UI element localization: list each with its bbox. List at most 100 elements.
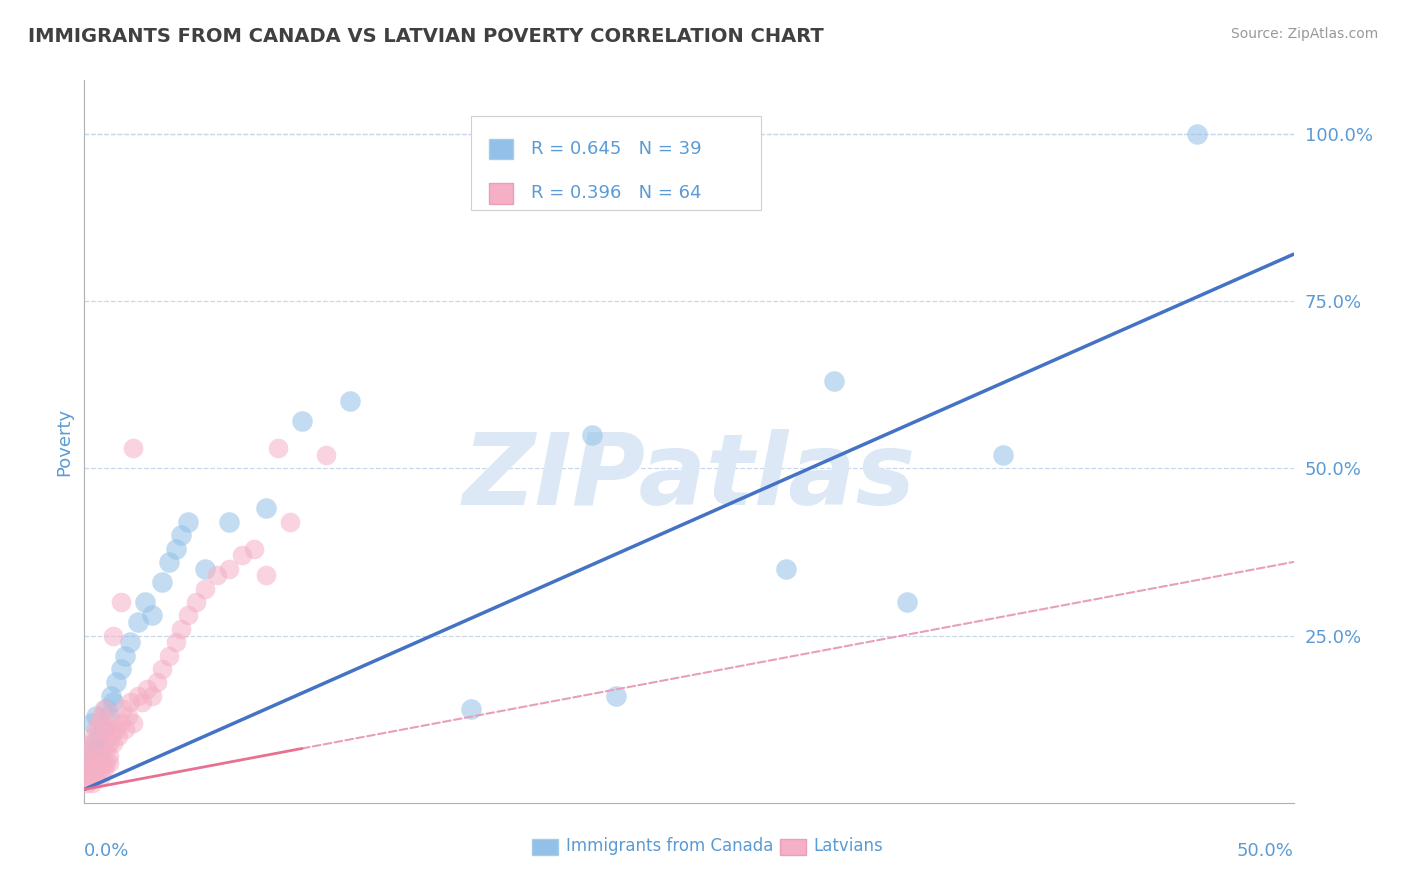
Point [267, 442, 290, 455]
Point [194, 562, 217, 576]
Text: Latvians: Latvians [814, 838, 883, 855]
Point [76, 756, 98, 770]
Point [80, 756, 103, 770]
Point [86, 749, 108, 764]
Point [107, 729, 129, 743]
Point [605, 689, 627, 703]
Point [218, 562, 240, 576]
Point [460, 702, 482, 716]
Point [103, 628, 125, 642]
Point [97, 756, 120, 770]
Point [127, 689, 149, 703]
Point [184, 595, 207, 609]
Point [90, 708, 112, 723]
Point [77, 762, 100, 776]
Point [93, 756, 115, 770]
Point [993, 448, 1015, 462]
FancyBboxPatch shape [780, 838, 806, 855]
Point [93, 723, 115, 737]
Point [127, 615, 149, 630]
Point [157, 648, 180, 663]
Point [339, 394, 361, 409]
Point [170, 622, 193, 636]
Point [581, 427, 603, 442]
Point [80, 776, 103, 790]
Point [134, 595, 156, 609]
Point [103, 696, 125, 710]
Point [170, 528, 193, 542]
Point [77, 742, 100, 756]
Point [87, 715, 110, 730]
Point [93, 762, 115, 776]
Point [823, 375, 845, 389]
Point [76, 769, 98, 783]
Point [87, 756, 110, 770]
Point [100, 689, 122, 703]
Point [110, 715, 132, 730]
Point [83, 735, 105, 749]
Point [150, 575, 173, 590]
Point [291, 414, 314, 429]
Text: IMMIGRANTS FROM CANADA VS LATVIAN POVERTY CORRELATION CHART: IMMIGRANTS FROM CANADA VS LATVIAN POVERT… [28, 27, 824, 45]
Point [120, 696, 142, 710]
Point [77, 762, 100, 776]
Point [83, 762, 105, 776]
Point [114, 648, 136, 663]
Text: Immigrants from Canada: Immigrants from Canada [565, 838, 773, 855]
Point [141, 689, 163, 703]
Point [231, 548, 253, 563]
Point [1185, 127, 1208, 141]
Point [157, 555, 180, 569]
Point [177, 608, 200, 623]
Point [86, 708, 108, 723]
Point [87, 729, 110, 743]
Point [117, 708, 139, 723]
Y-axis label: Poverty: Poverty [55, 408, 73, 475]
Point [100, 729, 122, 743]
Point [254, 568, 277, 582]
Point [207, 568, 229, 582]
Point [97, 749, 120, 764]
Point [150, 662, 173, 676]
Point [87, 762, 110, 776]
Point [76, 749, 98, 764]
Point [94, 756, 117, 770]
Text: Source: ZipAtlas.com: Source: ZipAtlas.com [1230, 27, 1378, 41]
Point [165, 541, 187, 556]
Point [80, 742, 103, 756]
Point [104, 723, 127, 737]
Point [146, 675, 169, 690]
Point [86, 723, 108, 737]
Point [121, 715, 143, 730]
Point [97, 735, 120, 749]
Point [90, 742, 112, 756]
Text: R = 0.396   N = 64: R = 0.396 N = 64 [531, 185, 702, 202]
Point [103, 715, 125, 730]
Text: 0.0%: 0.0% [84, 842, 129, 860]
Point [896, 595, 918, 609]
Text: ZIPatlas: ZIPatlas [463, 429, 915, 526]
Point [80, 715, 103, 730]
FancyBboxPatch shape [489, 139, 513, 160]
Point [112, 702, 135, 716]
Point [114, 723, 136, 737]
Text: 50.0%: 50.0% [1237, 842, 1294, 860]
Point [141, 608, 163, 623]
Point [90, 749, 112, 764]
Point [110, 595, 132, 609]
Point [121, 442, 143, 455]
Point [194, 582, 217, 596]
Point [177, 515, 200, 529]
FancyBboxPatch shape [471, 117, 762, 211]
Point [86, 749, 108, 764]
Text: R = 0.645   N = 39: R = 0.645 N = 39 [531, 140, 702, 158]
Point [86, 769, 108, 783]
Point [218, 515, 240, 529]
Point [93, 702, 115, 716]
Point [131, 696, 153, 710]
FancyBboxPatch shape [489, 184, 513, 203]
Point [775, 562, 797, 576]
Point [94, 742, 117, 756]
Point [278, 515, 301, 529]
Point [83, 762, 105, 776]
